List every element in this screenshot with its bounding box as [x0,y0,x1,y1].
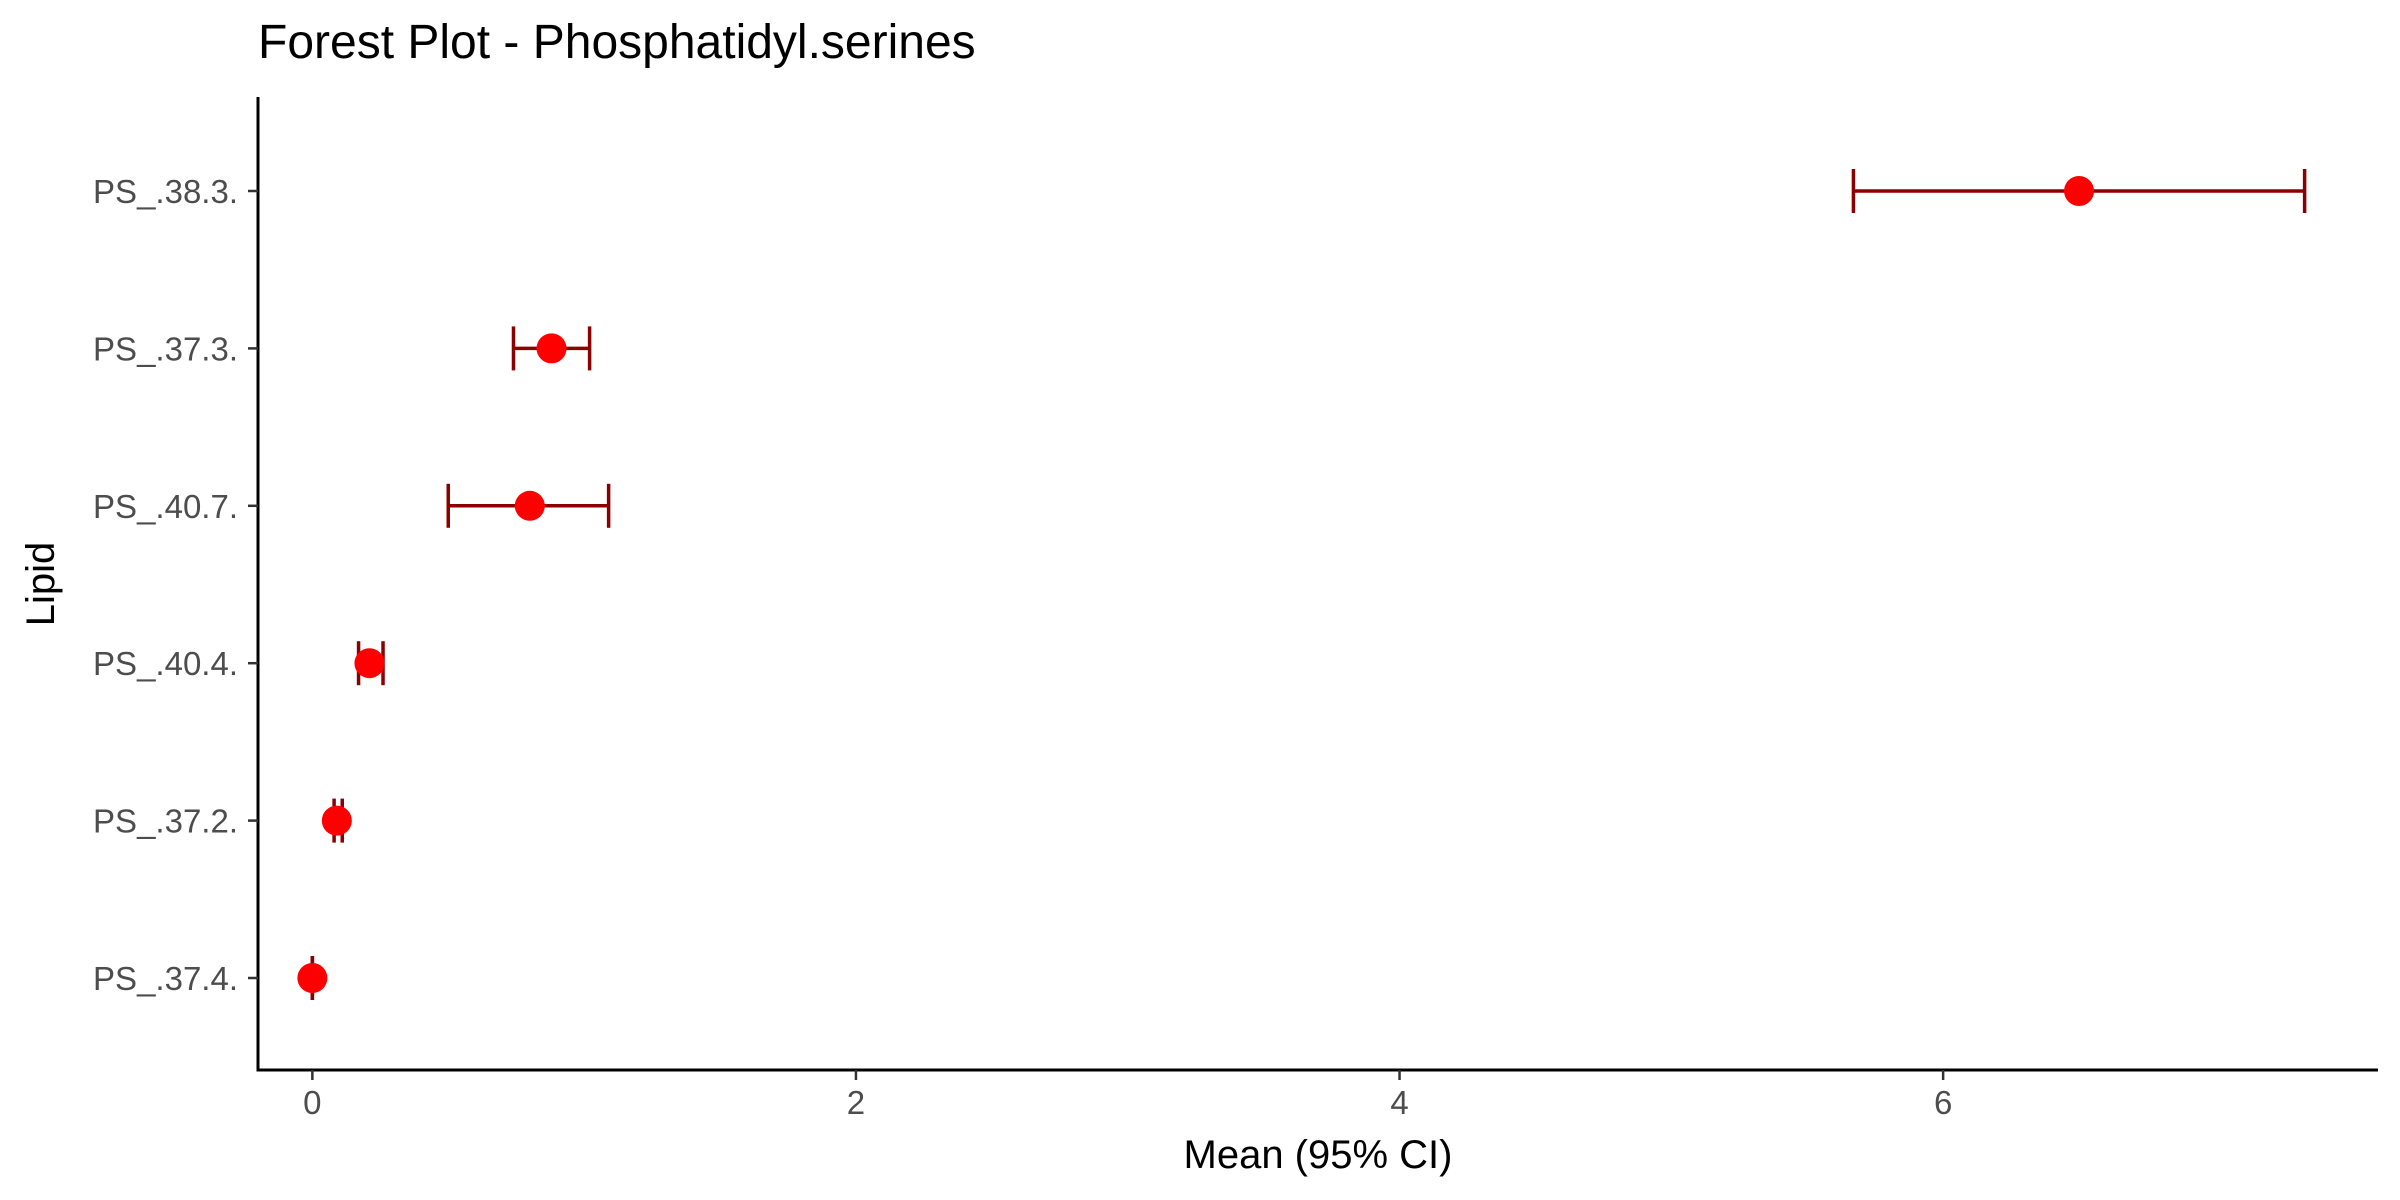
x-tick-label: 4 [1390,1084,1408,1121]
chart-title: Forest Plot - Phosphatidyl.serines [258,16,976,69]
forest-row [297,956,328,1000]
mean-point [536,333,567,364]
x-axis-label: Mean (95% CI) [1184,1133,1453,1177]
y-tick-label: PS_.38.3. [93,173,238,210]
mean-point [2064,176,2095,206]
mean-point [514,490,545,521]
y-axis-label: Lipid [19,542,63,627]
y-tick-label: PS_.37.4. [93,960,238,997]
y-ticks: PS_.38.3. PS_.37.3. PS_.40.7. PS_.40.4. PS_.… [93,173,258,997]
x-tick-label: 6 [1934,1084,1952,1121]
forest-row [511,326,592,371]
x-ticks: 0 2 4 6 [303,1070,1952,1121]
mean-point [321,805,352,836]
y-tick-label: PS_.40.4. [93,645,238,682]
mean-point [297,963,328,993]
mean-point [354,648,385,679]
x-tick-label: 0 [303,1084,321,1121]
forest-row [321,798,352,843]
x-tick-label: 2 [847,1084,865,1121]
forest-row [446,483,611,528]
data-marks [297,169,2307,1000]
axes [256,97,2378,1072]
forest-row [354,641,385,686]
y-tick-label: PS_.37.2. [93,803,238,840]
forest-row [1851,169,2307,213]
y-tick-label: PS_.37.3. [93,330,238,367]
y-tick-label: PS_.40.7. [93,488,238,525]
